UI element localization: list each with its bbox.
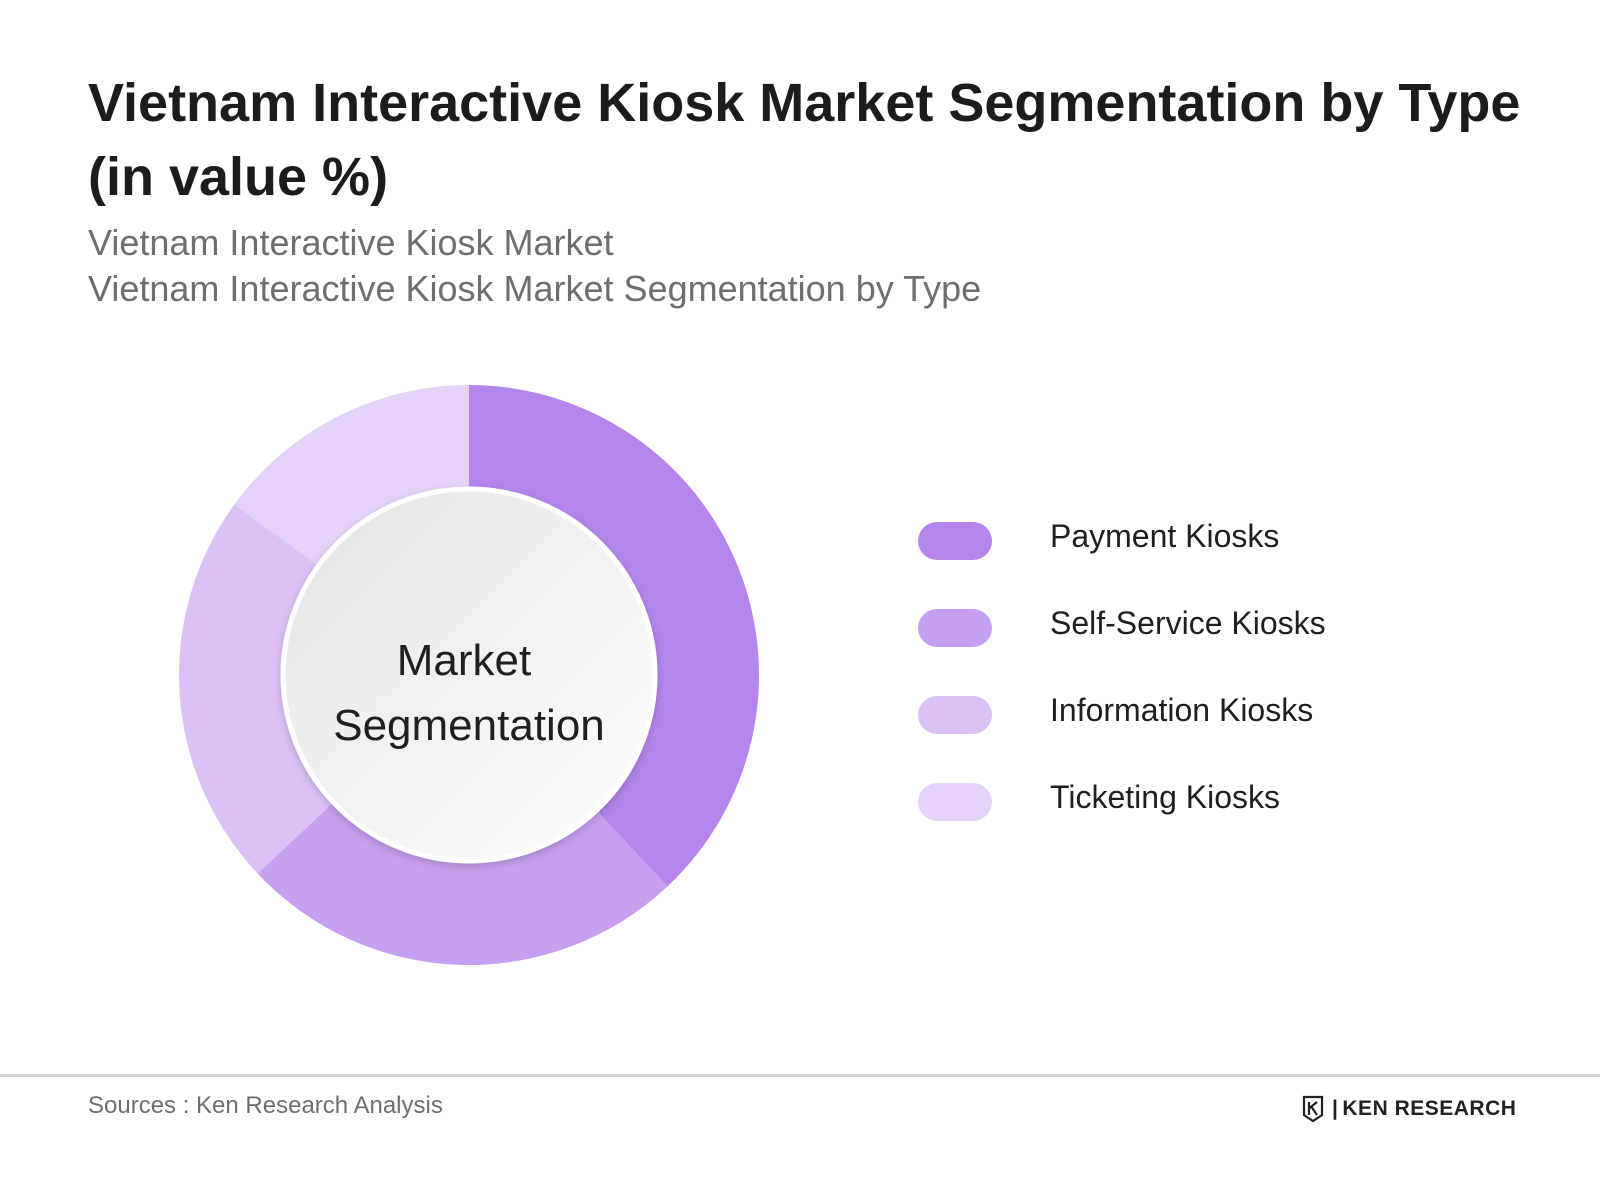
- brand-logo: | KEN RESEARCH: [1302, 1094, 1516, 1124]
- legend-swatch-self-service: [918, 609, 992, 647]
- legend-label-self-service: Self-Service Kiosks: [1050, 605, 1326, 641]
- subtitle-line-market: Vietnam Interactive Kiosk Market: [88, 222, 614, 263]
- subtitle-line-segmentation: Vietnam Interactive Kiosk Market Segment…: [88, 268, 982, 309]
- legend-label-information: Information Kiosks: [1050, 692, 1314, 728]
- legend-label-ticketing: Ticketing Kiosks: [1050, 779, 1280, 815]
- donut-slice-ticketing: [234, 385, 469, 570]
- donut-slice-self-service: [257, 798, 668, 966]
- source-note: Sources : Ken Research Analysis: [88, 1092, 443, 1119]
- donut-center-circle: [280, 486, 658, 864]
- legend-swatch-information: [918, 696, 992, 734]
- center-label-line1: Market: [397, 636, 531, 685]
- brand-name: KEN RESEARCH: [1342, 1097, 1517, 1120]
- legend-label-payment: Payment Kiosks: [1050, 518, 1280, 554]
- chart-subtitle: Vietnam Interactive Kiosk Market Vietnam…: [88, 220, 981, 312]
- ken-research-logo-icon: [1302, 1095, 1324, 1123]
- legend-swatch-ticketing: [918, 783, 992, 821]
- center-label-line2: Segmentation: [333, 701, 605, 750]
- donut-chart: Market Segmentation: [179, 385, 759, 966]
- footer-divider: [0, 1074, 1600, 1077]
- brand-separator: |: [1332, 1097, 1339, 1120]
- chart-title: Vietnam Interactive Kiosk Market Segment…: [88, 73, 1521, 207]
- legend-swatch-payment: [918, 522, 992, 560]
- donut-slice-payment: [469, 385, 759, 887]
